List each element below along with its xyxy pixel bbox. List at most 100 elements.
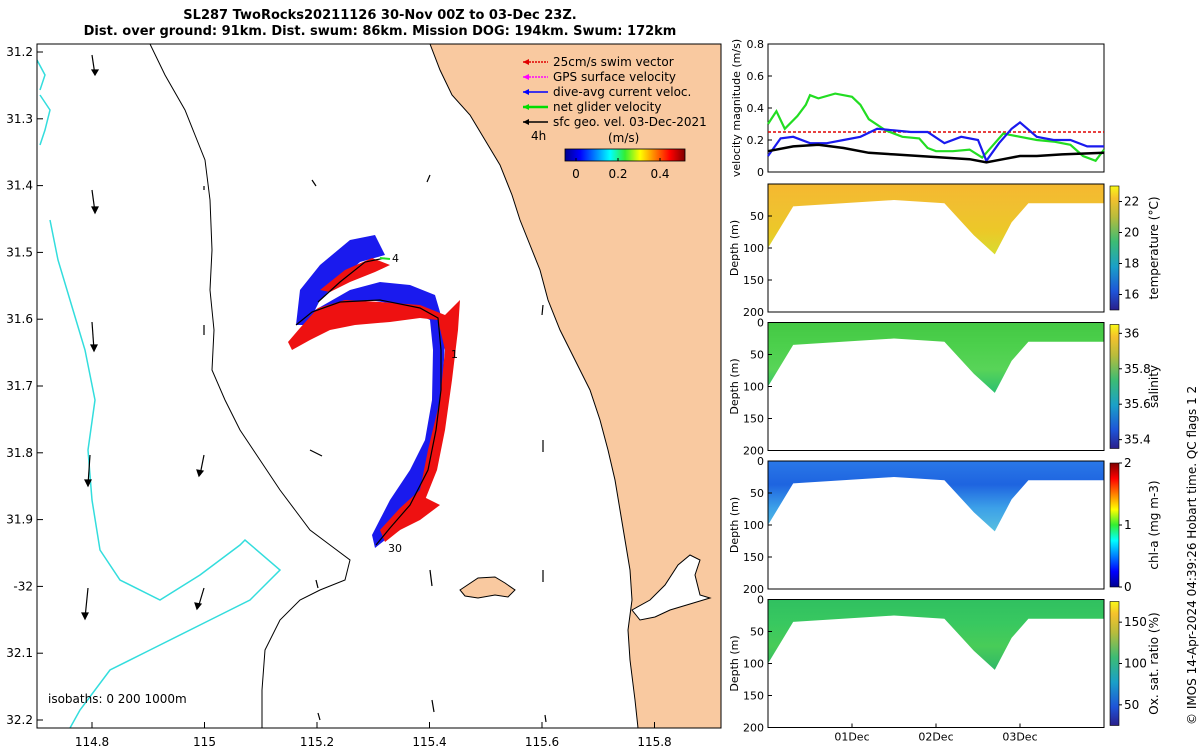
- lon-tick-label: 115: [193, 735, 216, 749]
- lat-tick-label: 31.8: [6, 446, 33, 460]
- speed-colorbar-ticks: 0 0.2 0.4: [572, 158, 670, 181]
- swim-vector-band: [288, 258, 460, 542]
- lat-tick-label: -32: [13, 579, 33, 593]
- colorbar-tick-label: 0.2: [608, 167, 627, 181]
- time-xtick-label: 02Dec: [918, 731, 953, 744]
- profile-ytick-label: 100: [743, 381, 764, 394]
- colorbar-tick-label: 36: [1124, 326, 1139, 340]
- velocity-ylabel: velocity magnitude (m/s): [730, 39, 743, 177]
- profile-colorbar: [1109, 601, 1120, 726]
- profile-panel: 0 50 100 150 200 Depth (m) 0 1 2 chl-a (mg m-3): [728, 455, 1161, 596]
- profile-ylabel: Depth (m): [728, 497, 741, 553]
- profile-ytick-label: 200: [743, 583, 764, 596]
- land-mass: [429, 44, 721, 728]
- lat-tick-label: 32.2: [6, 713, 33, 727]
- profile-ytick-label: 0: [757, 317, 764, 330]
- profile-ylabel: Depth (m): [728, 635, 741, 691]
- time-series-panels: 0 0.2 0.4 0.6 0.8 velocity magnitude (m/s) 50 1…: [728, 38, 1161, 744]
- velocity-frame: [767, 43, 1105, 173]
- profile-background: [768, 461, 1104, 589]
- isobath-200m: [149, 44, 351, 728]
- map-panel: 4 1 30 114.8 115 115.2 115.4 115.6 115.8 31.2…: [6, 43, 722, 749]
- legend-label: GPS surface velocity: [553, 70, 676, 84]
- legend-label: dive-avg current veloc.: [553, 85, 691, 99]
- legend-arrowhead: [523, 74, 529, 80]
- lon-tick-labels: 114.8 115 115.2 115.4 115.6 115.8: [75, 722, 672, 749]
- lat-tick-label: 32.1: [6, 646, 33, 660]
- velocity-ytick-label: 0.8: [747, 38, 765, 51]
- velocity-ytick-label: 0.2: [747, 134, 765, 147]
- profile-ytick-label: 50: [750, 349, 764, 362]
- legend-arrowhead: [523, 119, 529, 125]
- profile-panel: 0 50 100 150 200 Depth (m) 35.4 35.6 35.8 36 salin…: [728, 317, 1161, 458]
- profile-background: [768, 322, 1104, 451]
- chart-title: SL287 TwoRocks20211126 30-Nov 00Z to 03-…: [0, 8, 760, 40]
- profile-section-fill: [768, 461, 1104, 532]
- profile-background: [768, 599, 1104, 728]
- lat-tick-label: 31.6: [6, 312, 33, 326]
- velocity-series-line: [767, 143, 1105, 164]
- velocity-series-line: [767, 120, 1104, 164]
- profile-colorbar: [1109, 462, 1120, 588]
- lon-tick-label: 114.8: [75, 735, 109, 749]
- profile-ytick-label: 50: [750, 626, 764, 639]
- colorbar-tick-label: 100: [1124, 657, 1147, 671]
- title-line-2: Dist. over ground: 91km. Dist. swum: 86k…: [83, 24, 677, 39]
- legend-arrowhead: [523, 89, 529, 95]
- track-label-end: 30: [388, 542, 402, 555]
- legend-label: 25cm/s swim vector: [553, 55, 674, 69]
- lat-tick-label: 31.3: [6, 112, 33, 126]
- colorbar-tick-label: 0: [572, 167, 580, 181]
- profile-ytick-label: 150: [743, 274, 764, 287]
- lat-tick-label: 31.5: [6, 245, 33, 259]
- lat-tick-labels: 31.2 31.3 31.4 31.5 31.6 31.7 31.8 31.9 -32 32.1 3…: [6, 45, 43, 727]
- colorbar-tick-label: 16: [1124, 288, 1139, 302]
- net-glider-velocity: [379, 257, 391, 260]
- colorbar-tick-label: 35.6: [1124, 397, 1151, 411]
- profile-ytick-label: 50: [750, 487, 764, 500]
- profile-ytick-label: 200: [743, 306, 764, 319]
- velocity-ytick-label: 0.4: [747, 102, 765, 115]
- lat-tick-label: 31.9: [6, 513, 33, 527]
- profile-ytick-label: 0: [757, 455, 764, 468]
- speed-colorbar: [564, 148, 686, 162]
- profile-section-fill: [768, 322, 1104, 393]
- profile-ytick-label: 200: [743, 722, 764, 735]
- lat-tick-label: 31.7: [6, 379, 33, 393]
- profile-ytick-label: 150: [743, 413, 764, 426]
- velocity-series-line: [767, 92, 1105, 163]
- legend-note: 4h: [531, 129, 546, 143]
- profile-ytick-label: 50: [750, 210, 764, 223]
- profile-colorbar: [1109, 185, 1120, 311]
- profile-ylabel: Depth (m): [728, 358, 741, 414]
- colorbar-label: Ox. sat. ratio (%): [1147, 612, 1161, 714]
- profile-ytick-label: 0: [757, 594, 764, 607]
- colorbar-tick-label: 50: [1124, 698, 1139, 712]
- colorbar-label: salinity: [1147, 365, 1161, 408]
- lon-tick-label: 115.8: [637, 735, 671, 749]
- velocity-ytick-label: 0: [757, 166, 764, 179]
- colorbar-tick-label: 18: [1124, 257, 1139, 271]
- velocity-ytick-label: 0.6: [747, 70, 765, 83]
- glider-track: 4 1 30: [288, 235, 460, 555]
- legend-label: sfc geo. vel. 03-Dec-2021: [553, 115, 707, 129]
- colorbar-tick-label: 0: [1124, 580, 1132, 594]
- profile-ytick-label: 150: [743, 551, 764, 564]
- island: [459, 576, 516, 599]
- profile-ytick-label: 100: [743, 242, 764, 255]
- profile-background: [768, 184, 1104, 312]
- time-xtick-label: 01Dec: [834, 731, 869, 744]
- colorbar-unit: (m/s): [608, 131, 639, 145]
- colorbar-label: temperature (°C): [1147, 197, 1161, 300]
- profile-ytick-label: 100: [743, 658, 764, 671]
- sfc-velocity-arrows: [81, 54, 547, 723]
- track-label-mid: 1: [451, 348, 458, 361]
- colorbar-tick-label: 20: [1124, 226, 1139, 240]
- profile-ytick-label: 200: [743, 445, 764, 458]
- credit-text: © IMOS 14-Apr-2024 04:39:26 Hobart time.…: [1185, 385, 1199, 725]
- time-xtick-label: 03Dec: [1002, 731, 1037, 744]
- profile-section-fill: [768, 184, 1104, 255]
- title-line-1: SL287 TwoRocks20211126 30-Nov 00Z to 03-…: [183, 8, 577, 23]
